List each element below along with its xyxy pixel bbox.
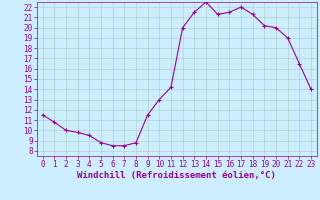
X-axis label: Windchill (Refroidissement éolien,°C): Windchill (Refroidissement éolien,°C) [77, 171, 276, 180]
